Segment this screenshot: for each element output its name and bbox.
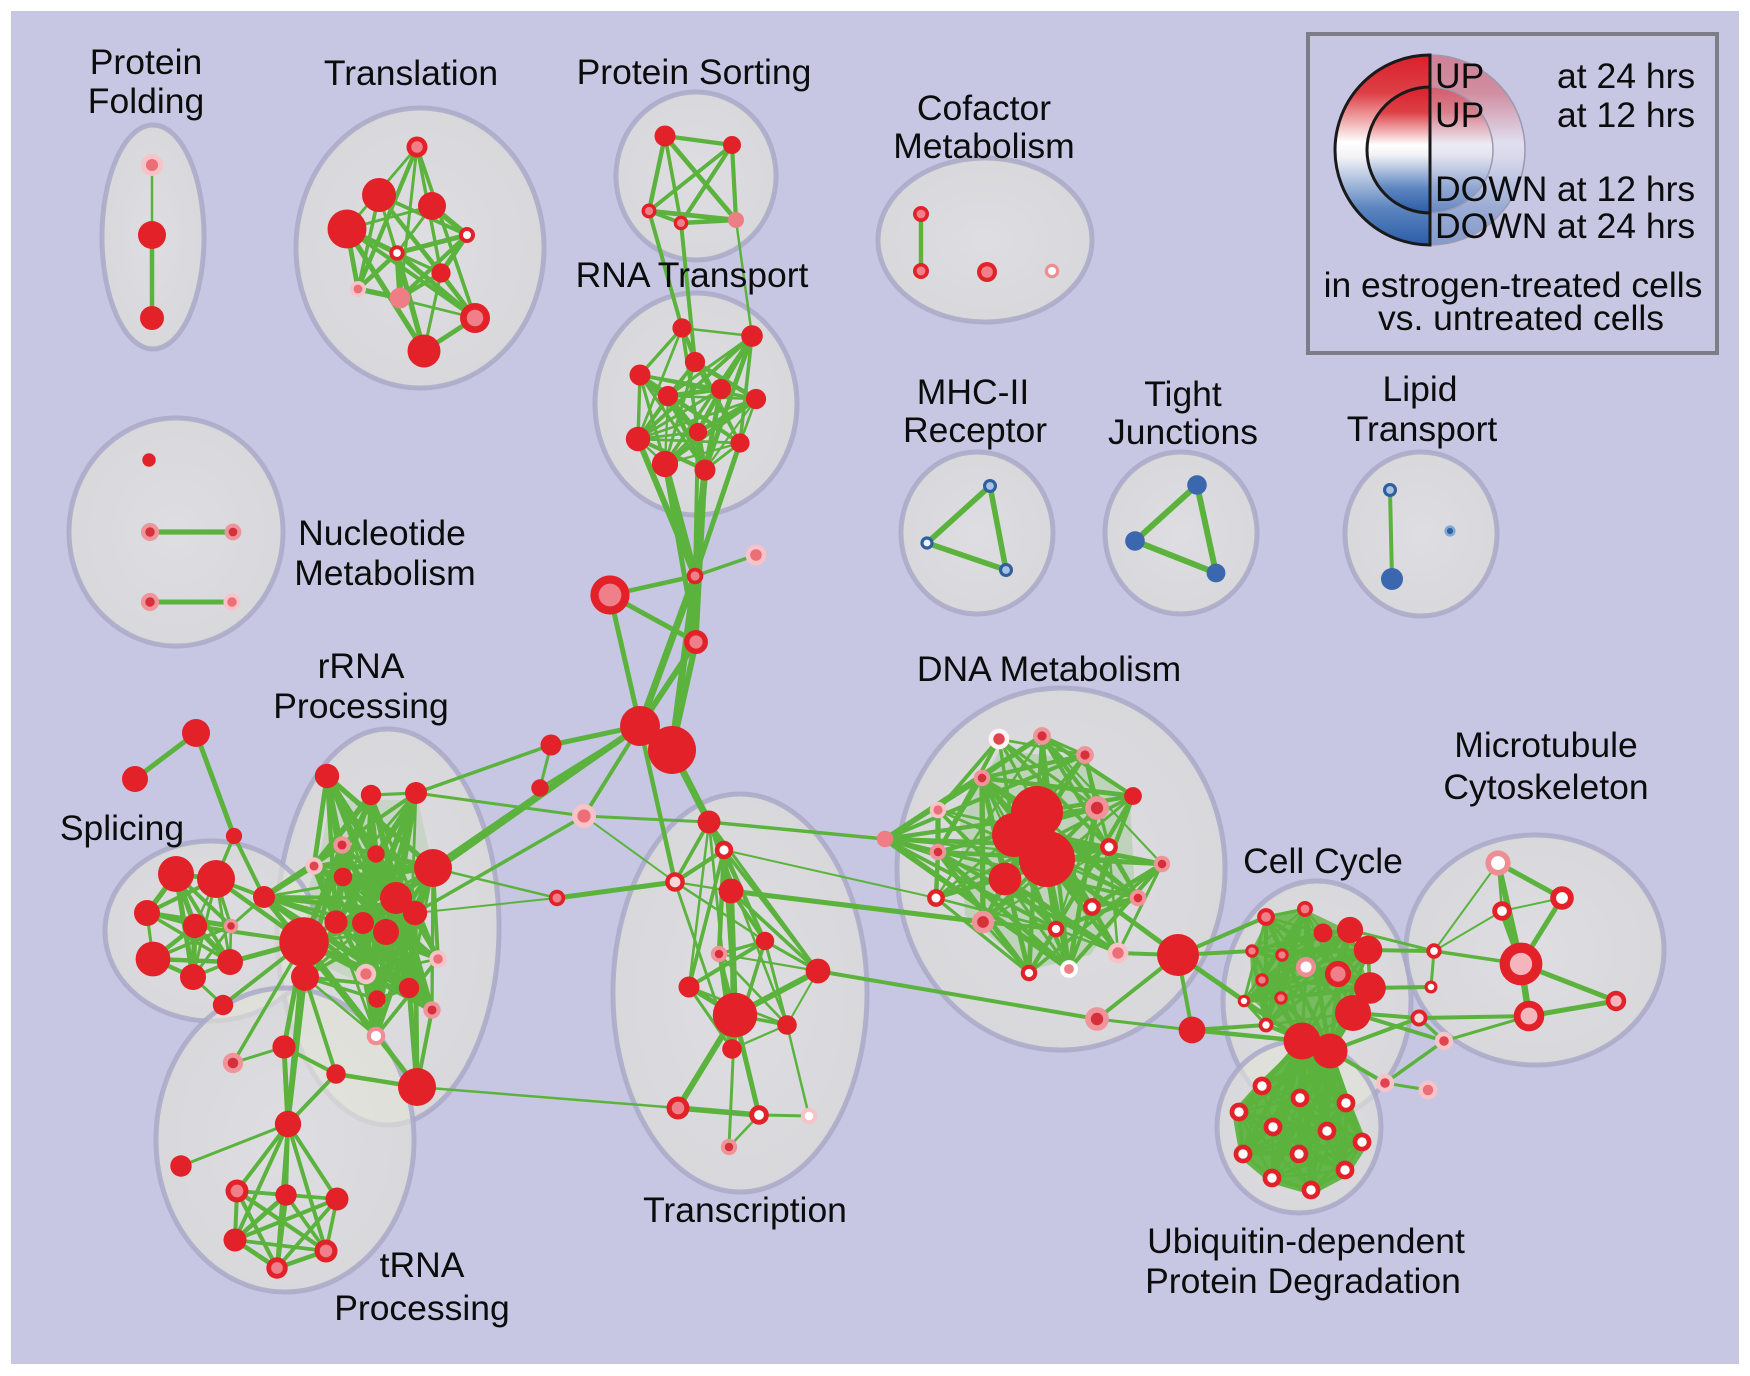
svg-text:Splicing: Splicing xyxy=(60,808,184,848)
svg-text:Protein Degradation: Protein Degradation xyxy=(1145,1261,1461,1301)
svg-text:Lipid: Lipid xyxy=(1382,369,1457,409)
svg-text:Transport: Transport xyxy=(1347,409,1498,449)
svg-text:tRNA: tRNA xyxy=(380,1245,465,1285)
svg-text:Cytoskeleton: Cytoskeleton xyxy=(1443,767,1648,807)
svg-text:DNA Metabolism: DNA Metabolism xyxy=(917,649,1181,689)
svg-text:Cofactor: Cofactor xyxy=(917,88,1051,128)
svg-text:Receptor: Receptor xyxy=(903,410,1047,450)
svg-text:rRNA: rRNA xyxy=(318,646,405,686)
svg-text:vs. untreated cells: vs. untreated cells xyxy=(1378,298,1664,338)
svg-text:in estrogen-treated cells: in estrogen-treated cells xyxy=(1324,265,1703,305)
svg-text:Transcription: Transcription xyxy=(643,1190,847,1230)
svg-text:Ubiquitin-dependent: Ubiquitin-dependent xyxy=(1147,1221,1465,1261)
svg-text:MHC-II: MHC-II xyxy=(917,372,1029,412)
svg-text:UP: UP xyxy=(1435,56,1484,96)
svg-text:at 12 hrs: at 12 hrs xyxy=(1557,95,1695,135)
svg-text:Metabolism: Metabolism xyxy=(893,126,1075,166)
svg-text:DOWN: DOWN xyxy=(1435,169,1547,209)
svg-text:Nucleotide: Nucleotide xyxy=(298,513,466,553)
svg-text:UP: UP xyxy=(1435,95,1484,135)
svg-text:Junctions: Junctions xyxy=(1108,412,1258,452)
svg-text:Translation: Translation xyxy=(324,53,498,93)
svg-text:Processing: Processing xyxy=(273,686,449,726)
svg-text:Folding: Folding xyxy=(88,81,204,121)
svg-text:at 24 hrs: at 24 hrs xyxy=(1557,56,1695,96)
svg-text:Tight: Tight xyxy=(1144,374,1222,414)
svg-text:Processing: Processing xyxy=(334,1288,510,1328)
svg-text:Protein: Protein xyxy=(90,42,202,82)
svg-text:at 12 hrs: at 12 hrs xyxy=(1557,169,1695,209)
svg-text:at 24 hrs: at 24 hrs xyxy=(1557,206,1695,246)
svg-text:Microtubule: Microtubule xyxy=(1454,725,1638,765)
svg-text:Protein Sorting: Protein Sorting xyxy=(577,52,812,92)
svg-text:RNA Transport: RNA Transport xyxy=(576,255,809,295)
svg-text:Metabolism: Metabolism xyxy=(294,553,476,593)
svg-text:Cell Cycle: Cell Cycle xyxy=(1243,841,1403,881)
svg-text:DOWN: DOWN xyxy=(1435,206,1547,246)
